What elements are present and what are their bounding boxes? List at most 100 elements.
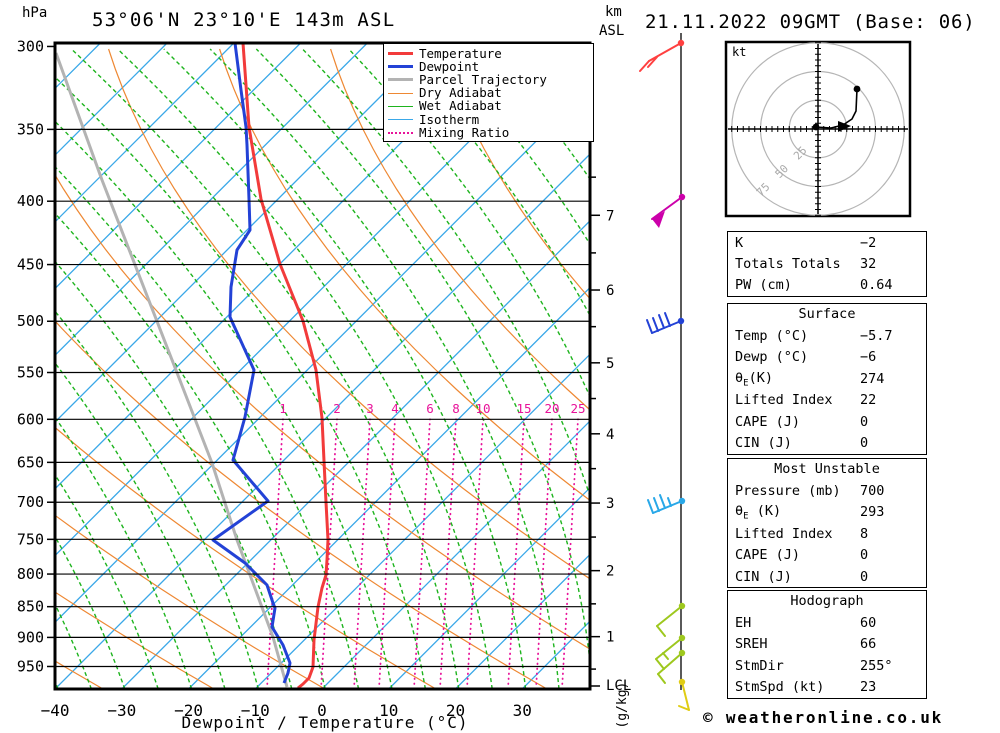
- pressure-tick-label: 300: [17, 37, 44, 55]
- km-tick-label: 6: [606, 283, 614, 299]
- stats-box-surface: Surface Temp (°C) −5.7 Dewp (°C) −6 θE(K) 274 L…: [727, 303, 927, 455]
- pressure-tick-label: 950: [17, 657, 44, 675]
- wet-adiabat-line: [55, 535, 126, 689]
- legend-swatch-parcel-trajectory: [388, 78, 413, 82]
- stats-row: θE(K) 274: [728, 368, 926, 389]
- wind-barb: [655, 637, 683, 660]
- isotherm-line: [55, 43, 435, 423]
- legend-swatch-mixing-ratio: [388, 131, 413, 134]
- km-tick-label: 7: [606, 208, 614, 224]
- mixing-ratio-line: [320, 418, 338, 689]
- legend-label: Dewpoint: [419, 58, 480, 74]
- km-tick-label: 1: [606, 630, 614, 646]
- dry-adiabat-line: [55, 426, 437, 689]
- stats-row: Pressure (mb) 700: [728, 480, 926, 501]
- stats-row: θE (K) 293: [728, 502, 926, 523]
- stats-value: 255°: [860, 657, 893, 674]
- wind-barb: [646, 319, 653, 334]
- stats-value: 0.64: [860, 277, 893, 294]
- wind-barb: [651, 320, 682, 334]
- wind-barb: [664, 312, 671, 327]
- stats-row: CAPE (J) 0: [728, 411, 926, 432]
- isotherm-line: [388, 486, 590, 689]
- mixing-ratio-value: 25: [570, 401, 585, 416]
- legend-label: Wet Adiabat: [419, 98, 502, 114]
- wind-barb: [656, 605, 683, 627]
- pressure-axis-unit: hPa: [22, 5, 48, 21]
- wind-barb-dot: [677, 317, 685, 325]
- wind-barb-dot: [678, 602, 686, 610]
- page-title: 53°06'N 23°10'E 143m ASL: [92, 9, 396, 31]
- legend-swatch-dry-adiabat: [388, 92, 413, 94]
- wind-barb: [681, 681, 690, 711]
- legend-item: Temperature: [388, 47, 593, 60]
- isotherm-line: [321, 420, 590, 689]
- hodograph-unit-label: kt: [732, 45, 747, 59]
- wet-adiabat-line: [55, 120, 393, 689]
- wet-adiabat-line: [117, 48, 493, 689]
- isotherm-line: [455, 553, 590, 689]
- dry-adiabat-line: [55, 660, 104, 689]
- wet-adiabat-line: [55, 361, 226, 689]
- legend: Temperature Dewpoint Parcel Trajectory Dry …: [383, 43, 594, 143]
- isotherm-line: [55, 153, 590, 689]
- stats-value: 274: [860, 370, 885, 387]
- wet-adiabat-line: [302, 48, 590, 499]
- mixing-ratio-line: [439, 418, 457, 689]
- x-tick-label: −20: [174, 701, 203, 720]
- pressure-tick-label: 500: [17, 312, 44, 330]
- x-tick-label: 0: [317, 701, 327, 720]
- mixing-ratio-value: 20: [544, 401, 559, 416]
- stats-row: SREH 66: [728, 634, 926, 655]
- wet-adiabat-line: [55, 310, 260, 689]
- legend-label: Temperature: [419, 45, 502, 61]
- legend-item: Wet Adiabat: [388, 100, 593, 113]
- stats-value: 700: [860, 483, 885, 500]
- x-tick-label: −10: [241, 701, 270, 720]
- stats-value: 66: [860, 636, 877, 653]
- pressure-tick-label: 900: [17, 628, 44, 646]
- copyright: © weatheronline.co.uk: [703, 708, 944, 727]
- plot-border: [53, 41, 592, 691]
- stats-label: SREH: [735, 636, 768, 653]
- wet-adiabat-line: [209, 48, 560, 689]
- x-tick-label: 10: [379, 701, 398, 720]
- dry-adiabat-line: [55, 514, 326, 689]
- stats-row: StmDir 255°: [728, 655, 926, 676]
- dewpoint-curve: [211, 43, 292, 684]
- wind-barb: [652, 500, 683, 514]
- km-tick-label: 3: [606, 496, 614, 512]
- legend-swatch-wet-adiabat: [388, 105, 413, 107]
- wind-barb: [678, 705, 690, 711]
- wet-adiabat-line: [348, 48, 590, 399]
- stats-label: EH: [735, 615, 752, 632]
- wet-adiabat-line: [55, 212, 326, 689]
- wind-barb: [652, 317, 659, 332]
- stats-row: Lifted Index 8: [728, 523, 926, 544]
- date-title: 21.11.2022 09GMT (Base: 06): [645, 11, 976, 33]
- legend-label: Dry Adiabat: [419, 85, 502, 101]
- stats-value: 22: [860, 392, 877, 409]
- stats-box-indices: K −2 Totals Totals 32 PW (cm) 0.64: [727, 231, 927, 298]
- wind-barb: [655, 658, 665, 670]
- wet-adiabat-line: [55, 260, 293, 689]
- stats-label: Pressure (mb): [735, 483, 841, 500]
- stats-value: 60: [860, 615, 877, 632]
- stats-value: 32: [860, 256, 877, 273]
- stats-row: CIN (J) 0: [728, 432, 926, 453]
- mixing-ratio-line: [413, 418, 431, 689]
- mixing-ratio-value: 4: [391, 401, 399, 416]
- altitude-axis-unit-km: km: [605, 4, 622, 20]
- wind-barb-pennant: [652, 211, 665, 228]
- mixing-ratio-line: [266, 418, 284, 689]
- mixing-ratio-value: 10: [475, 401, 490, 416]
- hodograph-dot: [853, 85, 861, 93]
- stats-row: CIN (J) 0: [728, 566, 926, 587]
- mixing-ratio-value: 8: [452, 401, 460, 416]
- mixing-ratio-value: 3: [366, 401, 374, 416]
- wind-barb: [658, 314, 665, 329]
- stats-label: PW (cm): [735, 277, 792, 294]
- mixing-ratio-value: 2: [333, 401, 341, 416]
- wind-barb: [647, 499, 654, 514]
